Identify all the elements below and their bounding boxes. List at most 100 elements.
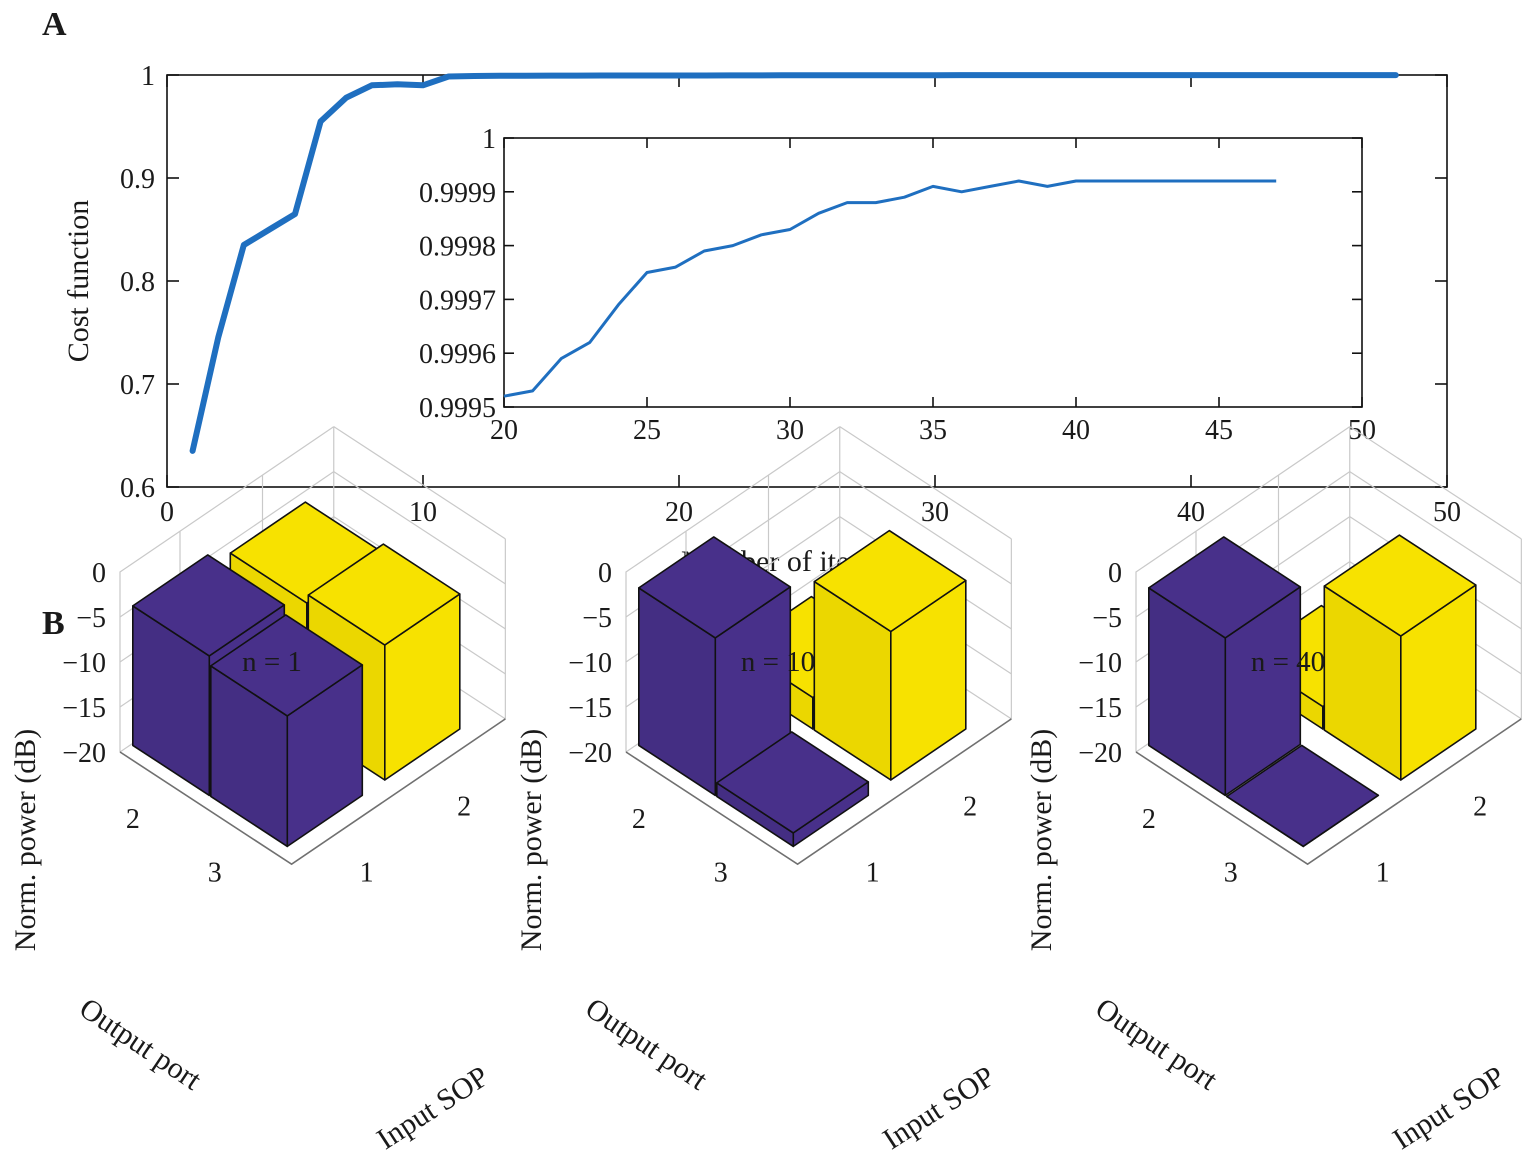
side-top-edge xyxy=(1349,426,1522,540)
z-tick-label: −5 xyxy=(76,603,106,634)
back-wall-edge xyxy=(1135,426,1351,752)
z-tick-label: 0 xyxy=(1108,558,1122,589)
y-tick-label: 0.8 xyxy=(120,267,155,298)
x-tick-label: 25 xyxy=(633,415,661,446)
floor-front-edge xyxy=(1135,718,1522,866)
input-tick-label: 2 xyxy=(1473,791,1487,822)
bar-out2-in1 xyxy=(637,536,792,797)
inset-line-chart: 20 25 30 35 40 45 500.99950.99960.99970.99980.… xyxy=(419,124,1376,446)
bar3d-panel-3: 0 −5 −10 −15 −20 2 3 1 2 Norm. power (dB) Output p… xyxy=(1025,426,1522,1151)
main-ylabel: Cost function xyxy=(62,200,95,363)
y-tick-label: 0.7 xyxy=(120,370,155,401)
bar-out3-in1-top-face xyxy=(715,731,870,834)
panel-label-a: A xyxy=(42,6,67,43)
x-tick-label: 20 xyxy=(490,415,518,446)
input-tick-label: 2 xyxy=(457,791,471,822)
z-tick-label: 0 xyxy=(598,558,612,589)
bar-out3-in2 xyxy=(1323,534,1477,781)
z-tick-label: −10 xyxy=(62,648,106,679)
bar-out3-in1-top-face xyxy=(1226,744,1380,848)
x-tick-label: 45 xyxy=(1205,415,1233,446)
output-axis-title: Output port xyxy=(1089,992,1223,1098)
back-wall-edge xyxy=(119,426,335,752)
y-tick-label: 0.6 xyxy=(120,473,155,504)
side-grid-line xyxy=(839,471,1012,585)
panel-label-b: B xyxy=(42,605,65,642)
x-tick-label: 0 xyxy=(160,497,174,528)
floor-front-edge xyxy=(625,718,1012,866)
bar-out3-in1 xyxy=(715,731,870,848)
output-axis-title: Output port xyxy=(579,992,713,1098)
side-grid-line xyxy=(333,471,506,585)
y-tick-label: 0.9999 xyxy=(419,178,496,209)
bar-out3-in2 xyxy=(813,529,967,781)
z-tick-label: −20 xyxy=(62,738,106,769)
x-tick-label: 50 xyxy=(1433,497,1461,528)
y-tick-label: 0.9996 xyxy=(419,339,496,370)
bar-panel-title: n = 1 xyxy=(242,646,302,678)
bar3d-panels: 0 −5 −10 −15 −20 2 3 1 2 Norm. power (dB) Output p… xyxy=(9,426,1522,1151)
output-tick-label: 3 xyxy=(714,858,728,889)
inset-plot-frame xyxy=(503,137,1363,408)
y-tick-label: 1 xyxy=(141,61,155,92)
z-axis-title: Norm. power (dB) xyxy=(1025,729,1058,951)
z-tick-label: −10 xyxy=(1078,648,1122,679)
inset-axis-ticks: 20 25 30 35 40 45 500.99950.99960.99970.99980.… xyxy=(419,124,1376,446)
input-tick-label: 1 xyxy=(866,858,880,889)
input-tick-label: 1 xyxy=(360,858,374,889)
side-grid-line xyxy=(1349,471,1522,585)
bar-out3-in1 xyxy=(1226,744,1380,848)
inset-series-line xyxy=(503,179,1277,398)
floor-front-edge xyxy=(119,718,506,866)
z-tick-label: −20 xyxy=(568,738,612,769)
main-plot-frame xyxy=(166,74,1448,488)
z-tick-label: −15 xyxy=(1078,693,1122,724)
z-tick-label: −5 xyxy=(1092,603,1122,634)
side-top-edge xyxy=(333,426,506,540)
bar-out3-in2-top-face xyxy=(813,529,967,633)
output-tick-label: 2 xyxy=(632,804,646,835)
y-tick-label: 1 xyxy=(482,124,496,155)
bar-out2-in1 xyxy=(1148,536,1302,797)
main-axis-ticks: 0 10 20 30 40 50 0.6 0.7 0.8 0.9 1 xyxy=(120,61,1461,528)
input-axis-title: Input SOP xyxy=(371,1060,495,1151)
input-tick-label: 2 xyxy=(963,791,977,822)
bar-out3-in1 xyxy=(210,614,364,848)
bar-out2-in1-top-face xyxy=(637,536,792,639)
y-tick-label: 0.9 xyxy=(120,164,155,195)
bar3d-panel-1: 0 −5 −10 −15 −20 2 3 1 2 Norm. power (dB) Output p… xyxy=(9,426,506,1151)
input-axis-title: Input SOP xyxy=(877,1060,1001,1151)
y-tick-label: 0.9995 xyxy=(419,393,496,424)
bar-out2-in1-top-face xyxy=(132,554,286,657)
x-tick-label: 40 xyxy=(1062,415,1090,446)
x-tick-label: 10 xyxy=(409,497,437,528)
main-series-line xyxy=(189,72,1399,454)
output-tick-label: 2 xyxy=(126,804,140,835)
bar3d-panel-2: 0 −5 −10 −15 −20 2 3 1 2 Norm. power (dB) Output p… xyxy=(515,426,1012,1151)
bar-out3-in2-top-face xyxy=(307,543,461,646)
x-tick-label: 30 xyxy=(776,415,804,446)
output-tick-label: 2 xyxy=(1142,804,1156,835)
z-tick-label: −10 xyxy=(568,648,612,679)
bar-out2-in1-top-face xyxy=(1148,536,1302,639)
z-axis-title: Norm. power (dB) xyxy=(9,729,42,951)
y-tick-label: 0.9998 xyxy=(419,232,496,263)
z-axis-title: Norm. power (dB) xyxy=(515,729,548,951)
back-wall-edge xyxy=(625,426,841,752)
x-tick-label: 30 xyxy=(921,497,949,528)
bar-panel-title: n = 40 xyxy=(1251,646,1325,678)
z-tick-label: −20 xyxy=(1078,738,1122,769)
output-tick-label: 3 xyxy=(1224,858,1238,889)
z-tick-label: −5 xyxy=(582,603,612,634)
bar-out3-in2-top-face xyxy=(1323,534,1477,637)
z-tick-label: 0 xyxy=(92,558,106,589)
bar-panel-title: n = 10 xyxy=(741,646,815,678)
x-tick-label: 35 xyxy=(919,415,947,446)
y-tick-label: 0.9997 xyxy=(419,285,496,316)
z-tick-label: −15 xyxy=(62,693,106,724)
x-tick-label: 20 xyxy=(665,497,693,528)
output-tick-label: 3 xyxy=(208,858,222,889)
side-top-edge xyxy=(839,426,1012,540)
